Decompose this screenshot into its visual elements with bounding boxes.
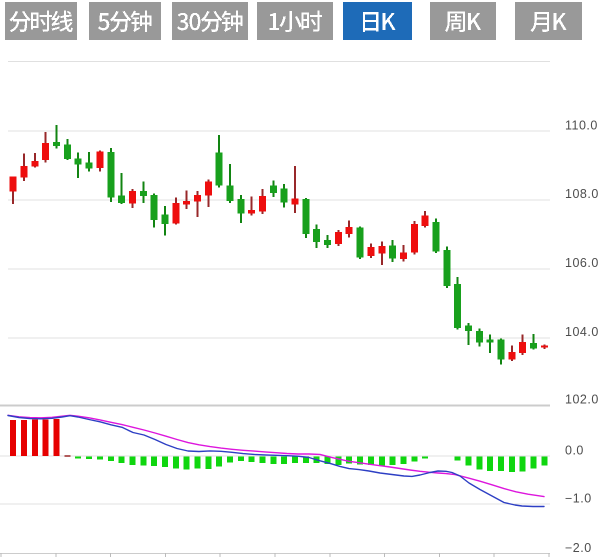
- svg-text:102.0: 102.0: [565, 392, 599, 406]
- svg-text:110.0: 110.0: [565, 118, 598, 132]
- svg-text:108.0: 108.0: [565, 187, 599, 201]
- svg-text:0.0: 0.0: [565, 443, 584, 457]
- svg-text:−2.0: −2.0: [565, 541, 592, 555]
- svg-text:104.0: 104.0: [565, 325, 599, 339]
- svg-text:−1.0: −1.0: [565, 492, 592, 506]
- svg-text:106.0: 106.0: [565, 256, 599, 270]
